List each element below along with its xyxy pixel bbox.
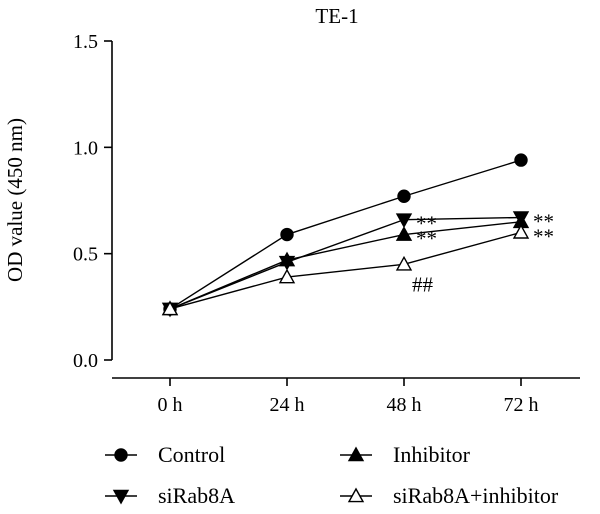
significance-mark: ** xyxy=(416,227,437,251)
significance-mark: ## xyxy=(412,272,434,296)
data-point-control xyxy=(397,189,411,203)
legend-label-sirab8a: siRab8A xyxy=(158,483,235,508)
chart-title: TE-1 xyxy=(315,4,358,28)
x-tick-label: 24 h xyxy=(270,394,305,416)
legend-label-sirab8a-inhibitor: siRab8A+inhibitor xyxy=(393,483,559,508)
y-tick-label: 1.0 xyxy=(73,137,98,159)
data-point-sirab8a-inhibitor xyxy=(278,268,296,284)
data-point-sirab8a-inhibitor xyxy=(512,223,530,239)
legend-marker-sirab8a xyxy=(112,489,130,505)
legend-marker-inhibitor xyxy=(347,446,365,462)
series-markers xyxy=(161,153,530,318)
series-line-sirab8a-inhibitor xyxy=(169,231,522,310)
significance-mark: ** xyxy=(533,210,554,234)
y-tick-label: 0.0 xyxy=(73,350,98,372)
axes: 0.0 0.5 1.0 1.5 0 h 24 h 48 h 72 h xyxy=(73,31,580,416)
y-axis-label: OD value (450 nm) xyxy=(3,118,27,282)
data-point-control xyxy=(514,153,528,167)
legend-label-control: Control xyxy=(158,442,225,467)
series-line-inhibitor xyxy=(169,221,522,310)
significance-annotations: ****##**** xyxy=(412,210,554,297)
x-tick-label: 48 h xyxy=(387,394,422,416)
x-tick-label: 72 h xyxy=(504,394,539,416)
data-point-inhibitor xyxy=(395,226,413,241)
data-point-sirab8a xyxy=(395,213,413,229)
series-line-sirab8a xyxy=(169,216,522,310)
significance-mark: ** xyxy=(416,212,437,236)
y-tick-label: 1.5 xyxy=(73,31,98,53)
legend-marker-control xyxy=(114,448,128,462)
series-lines xyxy=(169,159,522,310)
data-point-sirab8a-inhibitor xyxy=(395,255,413,271)
x-tick-label: 0 h xyxy=(158,394,183,416)
legend-marker-sirab8a-inhibitor xyxy=(347,487,365,503)
data-point-sirab8a xyxy=(278,255,296,271)
data-point-sirab8a-inhibitor xyxy=(161,300,179,316)
data-point-control xyxy=(280,227,294,242)
legend-label-inhibitor: Inhibitor xyxy=(393,442,471,467)
data-point-sirab8a xyxy=(512,211,530,226)
y-tick-label: 0.5 xyxy=(73,244,98,266)
series-line-control xyxy=(169,159,522,310)
significance-mark: ** xyxy=(533,224,554,248)
legend: Control Inhibitor siRab8A siRab8A+inhibitor xyxy=(105,442,559,508)
